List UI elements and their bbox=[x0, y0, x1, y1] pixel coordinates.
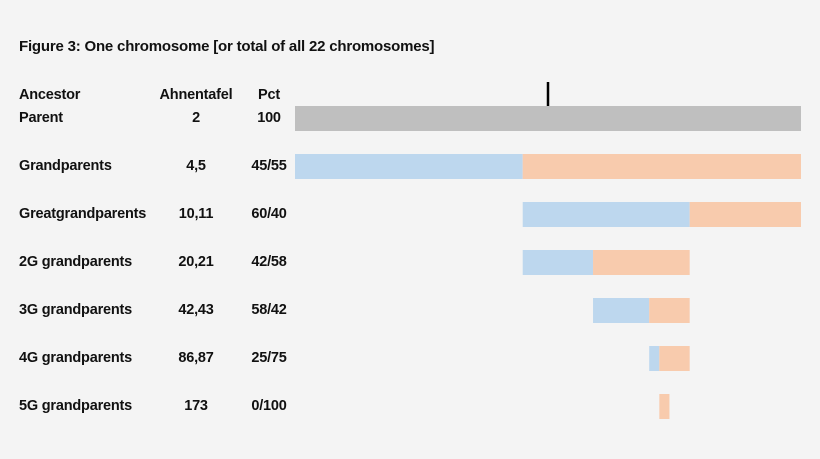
bar-segment-maternal bbox=[659, 346, 690, 371]
row-ahnentafel-value: 173 bbox=[184, 398, 208, 414]
row-ahnentafel-value: 10,11 bbox=[178, 206, 214, 222]
row-ancestor-label: Grandparents bbox=[19, 158, 112, 174]
bar-segment-maternal bbox=[659, 394, 670, 419]
row-ancestor-label: Greatgrandparents bbox=[19, 206, 147, 222]
row-ahnentafel-value: 2 bbox=[192, 110, 200, 126]
header-pct: Pct bbox=[258, 87, 280, 103]
bar-segment-maternal bbox=[689, 202, 801, 227]
row-ancestor-label: 2G grandparents bbox=[19, 254, 133, 270]
row-pct-value: 42/58 bbox=[251, 254, 287, 270]
row-ancestor-label: 4G grandparents bbox=[19, 350, 133, 366]
bar-segment-paternal bbox=[522, 202, 690, 227]
figure-title: Figure 3: One chromosome [or total of al… bbox=[19, 38, 435, 55]
row-pct-value: 0/100 bbox=[251, 398, 287, 414]
bar-segment-paternal bbox=[649, 346, 660, 371]
bar-segment-paternal bbox=[295, 154, 523, 179]
row-ahnentafel-value: 4,5 bbox=[186, 158, 206, 174]
bar-segment-paternal bbox=[522, 250, 594, 275]
row-pct-value: 60/40 bbox=[251, 206, 287, 222]
bar-segment-paternal bbox=[593, 298, 650, 323]
bar-segment-maternal bbox=[593, 250, 690, 275]
row-ahnentafel-value: 20,21 bbox=[178, 254, 214, 270]
header-ancestor: Ancestor bbox=[19, 87, 81, 103]
row-ancestor-label: 5G grandparents bbox=[19, 398, 133, 414]
row-ahnentafel-value: 42,43 bbox=[178, 302, 214, 318]
header-ahnentafel: Ahnentafel bbox=[159, 87, 233, 103]
bar-segment-maternal bbox=[649, 298, 690, 323]
row-pct-value: 25/75 bbox=[251, 350, 287, 366]
bar-segment-maternal bbox=[522, 154, 801, 179]
row-pct-value: 100 bbox=[257, 110, 281, 126]
row-pct-value: 58/42 bbox=[251, 302, 287, 318]
row-ancestor-label: Parent bbox=[19, 110, 63, 126]
row-ahnentafel-value: 86,87 bbox=[178, 350, 214, 366]
bar-segment-total bbox=[295, 106, 801, 131]
row-pct-value: 45/55 bbox=[251, 158, 287, 174]
row-ancestor-label: 3G grandparents bbox=[19, 302, 133, 318]
